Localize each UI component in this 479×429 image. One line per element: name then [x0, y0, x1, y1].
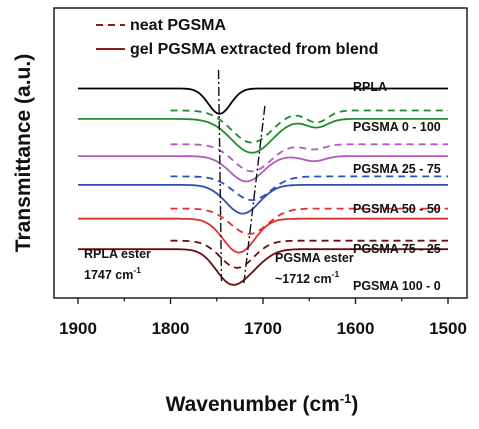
x-tick-label: 1800: [152, 319, 190, 338]
ref-pgsma-ester-value: ~1712 cm-1: [275, 269, 339, 286]
series-pgsma-0-100-gel: [78, 118, 448, 154]
series-pgsma-50-50-gel: [78, 184, 448, 215]
legend-label-gel: gel PGSMA extracted from blend: [130, 41, 378, 58]
trace-label-pgsma-25-75: PGSMA 25 - 75: [353, 162, 441, 176]
trace-label-pgsma-75-25: PGSMA 75 - 25: [353, 242, 441, 256]
series-pgsma-75-25-gel: [78, 217, 448, 254]
trace-label-pgsma-50-50: PGSMA 50 - 50: [353, 202, 441, 216]
ref-rpla-ester-value: 1747 cm-1: [84, 265, 141, 282]
legend-label-neat: neat PGSMA: [130, 17, 226, 34]
trace-labels: RPLA PGSMA 0 - 100 PGSMA 25 - 75 PGSMA 50 -…: [353, 80, 441, 293]
series-rpla-gel: [78, 87, 448, 115]
y-axis-title: Transmittance (a.u.): [12, 54, 35, 252]
series-pgsma-100-0-neat: [170, 239, 448, 269]
trace-label-pgsma-100-0: PGSMA 100 - 0: [353, 279, 441, 293]
reference-lines: RPLA ester 1747 cm-1 PGSMA ester ~1712 cm-1: [84, 69, 354, 286]
x-tick-label: 1700: [244, 319, 282, 338]
x-axis-title: Wavenumber (cm-1): [166, 391, 359, 416]
series-pgsma-100-0-gel: [78, 248, 448, 286]
trace-label-pgsma-0-100: PGSMA 0 - 100: [353, 120, 441, 134]
series-pgsma-25-75-gel: [78, 155, 448, 183]
ref-rpla-ester-label: RPLA ester: [84, 247, 151, 261]
ref-line-rpla-ester: [217, 69, 223, 282]
x-axis-ticks: 1900 1800 1700 1600 1500: [59, 298, 467, 338]
legend: neat PGSMA gel PGSMA extracted from blend: [96, 17, 378, 58]
plot-frame: [53, 7, 468, 299]
x-tick-label: 1500: [429, 319, 467, 338]
ref-pgsma-ester-label: PGSMA ester: [275, 251, 354, 265]
series-pgsma-0-100-neat: [170, 109, 448, 144]
series-pgsma-50-50-neat: [170, 175, 448, 201]
series-pgsma-75-25-neat: [170, 207, 448, 235]
x-tick-label: 1600: [337, 319, 375, 338]
series-layer: [78, 87, 448, 286]
trace-label-rpla: RPLA: [353, 80, 387, 94]
ref-line-pgsma-ester: [243, 105, 266, 284]
x-tick-label: 1900: [59, 319, 97, 338]
